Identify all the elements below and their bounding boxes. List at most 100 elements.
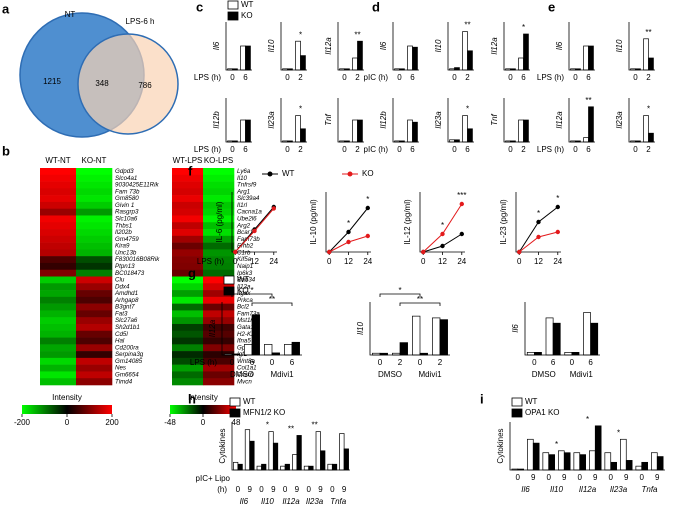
x-axis-label: LPS (h) [197,257,224,266]
y-axis-label: Il12b [212,111,221,129]
bar [518,119,524,143]
x-tick-label: 0 [573,73,578,82]
y-axis-label: Il6 [379,41,388,50]
axis [369,302,450,356]
heat-cell [203,256,235,264]
bar [407,119,413,143]
x-tick-label: 2 [465,73,470,82]
x-tick-label: 2 [646,145,651,154]
bar [604,452,612,471]
bar [651,452,658,471]
bar [545,317,554,356]
bar [292,454,298,471]
bar [245,119,251,143]
y-axis-label: Il12a [324,37,333,55]
heat-cell [76,168,113,176]
bar [462,115,468,143]
x-tick-label: 24 [363,257,372,266]
bar [643,115,649,143]
legend-swatch [229,408,241,418]
venn-set-name: LPS-6 h [126,17,155,26]
row-label: Ly6a [237,168,251,175]
heat-cell [76,364,113,372]
heat-cell [172,229,204,237]
x-tick-label: 9 [624,473,629,482]
point [365,205,370,211]
bracket [399,302,441,306]
y-axis-label: IL-6 (pg/ml) [215,201,224,242]
heat-cell [40,262,77,271]
point [536,219,541,225]
venn-count: 1215 [43,77,61,86]
row-label: Il1rl [237,202,248,209]
heat-cell [203,276,235,284]
bar [296,435,302,471]
x-tick-label: 0 [421,257,426,266]
x-tick-label: 0 [342,145,347,154]
bar [432,317,441,356]
y-axis-label: Il12b [379,111,388,129]
axis [628,98,655,143]
group-label: Tnfa [330,497,347,506]
y-axis-label: Tnf [324,113,333,125]
row-label: Slc39a4 [237,195,260,202]
axis [447,98,474,143]
x-tick-label: 0 [330,485,335,494]
row-label: Efhb2 [237,243,254,250]
bar [412,46,418,71]
heat-cell [76,174,113,182]
row-label: Kif5a [237,256,252,263]
row-label: Ifna5 [237,338,251,345]
legend-swatch [511,408,523,418]
bar [327,463,333,471]
row-label: Amdhd1 [114,290,138,297]
axis [221,302,302,356]
point [555,229,560,235]
row-label: Unc13b [115,249,137,256]
y-axis-label: Tnf [490,113,499,125]
x-tick-label: 6 [586,145,591,154]
colorbar-label: Intensity [52,393,82,402]
heat-cell [172,201,204,209]
heat-cell [172,188,204,196]
y-axis-label: Il23a [267,111,276,129]
point [346,239,351,245]
bar [237,463,243,471]
column-header: WT-LPS [173,156,203,165]
colorbar-label: Intensity [188,393,218,402]
heat-cell [172,296,204,304]
bar [523,33,529,71]
x-tick-label: 24 [457,257,466,266]
colorbar-tick-label: 200 [105,418,119,427]
x-tick-label: 6 [465,145,470,154]
row-label: Gp6 [237,344,249,351]
heat-cell [76,249,113,257]
point [271,206,276,211]
group-label: Il6 [521,485,530,494]
heat-cell [172,235,204,243]
bar [462,31,468,71]
heat-cell [40,283,77,291]
heat-cell [172,168,204,176]
heat-cell [172,323,204,332]
bar [261,463,267,471]
heat-cell [40,364,77,372]
x-tick-label: 6 [586,73,591,82]
row-label: Gata1 [237,324,254,331]
panel-label: c [196,0,203,14]
row-label: Fat3 [115,310,128,317]
x-tick-label: 0 [517,257,522,266]
bar [272,442,279,471]
line [423,233,463,253]
x-tick-label: 0 [578,473,583,482]
heat-cell [40,242,77,250]
treatment-label: pIC+ Lipo [196,474,231,483]
heat-cell [203,208,235,216]
bar [563,452,571,471]
bar [583,137,589,143]
x-tick-label: 12 [344,257,353,266]
row-label: Gm6654 [115,371,139,378]
heat-cell [203,364,235,372]
group-label: Il6 [240,497,249,506]
axis [225,98,252,143]
